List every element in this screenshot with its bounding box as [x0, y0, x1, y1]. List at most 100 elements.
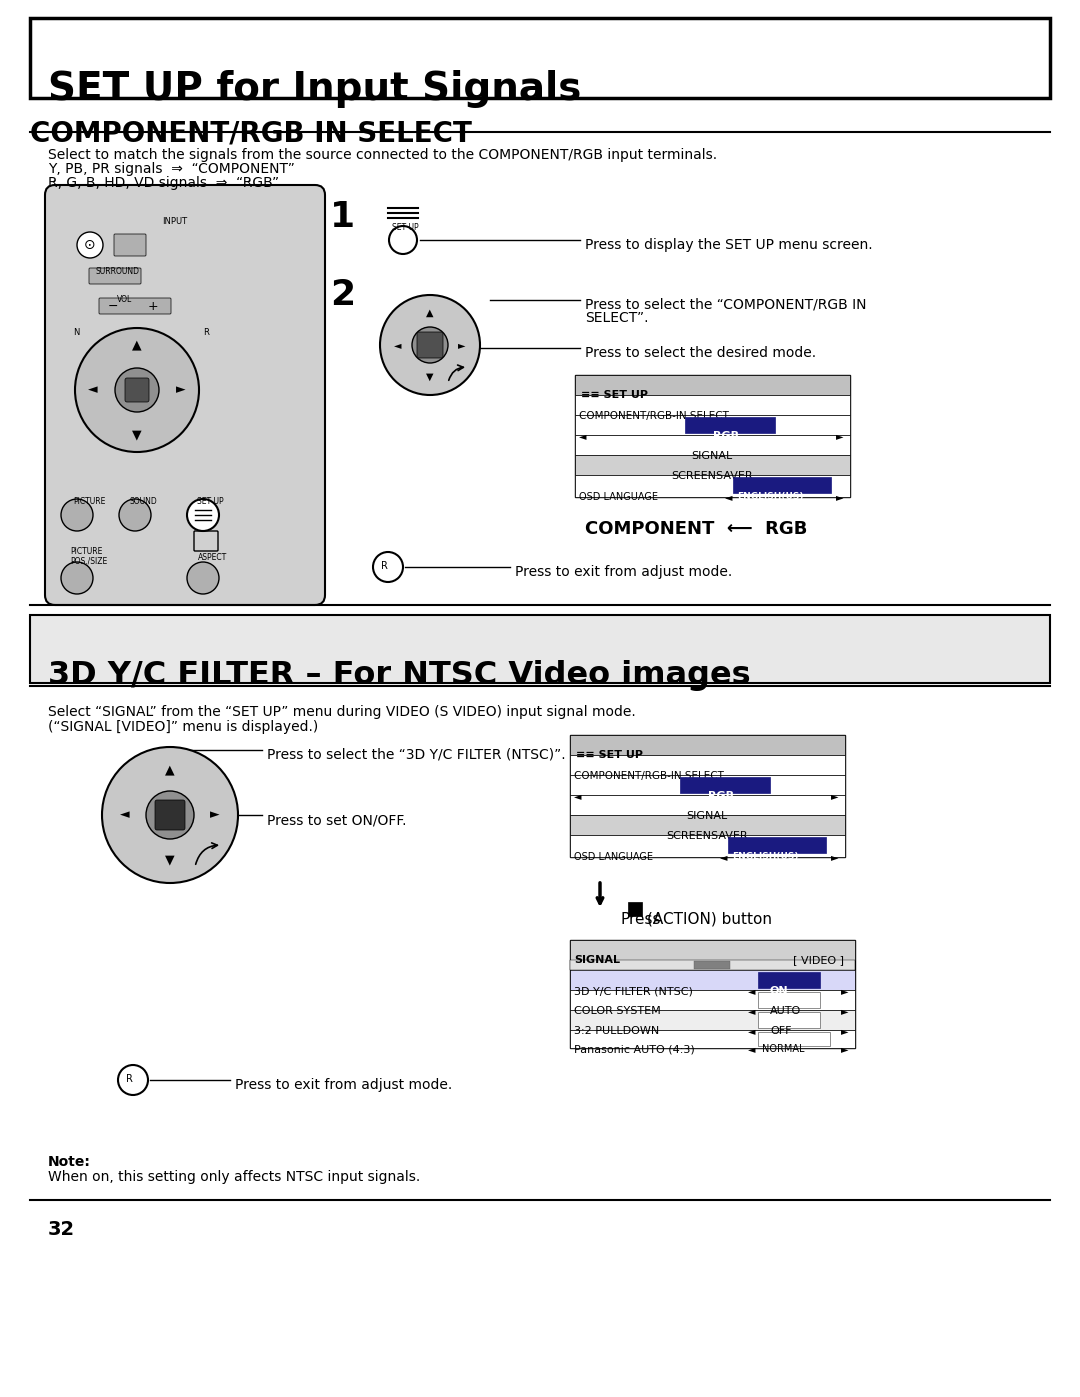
FancyBboxPatch shape [30, 18, 1050, 98]
Text: R, G, B, HD, VD signals  ⇒  “RGB”: R, G, B, HD, VD signals ⇒ “RGB” [48, 176, 279, 190]
Text: SIGNAL: SIGNAL [691, 451, 732, 461]
Text: Press to display the SET UP menu screen.: Press to display the SET UP menu screen. [585, 237, 873, 251]
Text: 32: 32 [48, 1220, 76, 1239]
Text: ►: ► [176, 384, 186, 397]
FancyBboxPatch shape [570, 960, 855, 970]
Text: SET UP: SET UP [197, 497, 224, 506]
Text: Select “SIGNAL” from the “SET UP” menu during VIDEO (S VIDEO) input signal mode.: Select “SIGNAL” from the “SET UP” menu d… [48, 705, 636, 719]
Text: R: R [203, 328, 208, 337]
Text: ►: ► [831, 791, 838, 800]
FancyBboxPatch shape [680, 777, 770, 793]
Text: ►: ► [836, 492, 843, 502]
FancyBboxPatch shape [570, 1030, 855, 1048]
Text: 3:2 PULLDOWN: 3:2 PULLDOWN [573, 1025, 659, 1037]
Text: Press to select the desired mode.: Press to select the desired mode. [585, 346, 816, 360]
Text: ►: ► [836, 432, 843, 441]
FancyBboxPatch shape [570, 970, 855, 990]
Text: Press to select the “COMPONENT/RGB IN: Press to select the “COMPONENT/RGB IN [585, 298, 866, 312]
Text: Y, PB, PR signals  ⇒  “COMPONENT”: Y, PB, PR signals ⇒ “COMPONENT” [48, 162, 295, 176]
Text: SET UP for Input Signals: SET UP for Input Signals [48, 70, 581, 108]
FancyBboxPatch shape [758, 992, 820, 1009]
Text: ▲: ▲ [165, 764, 175, 777]
Text: ►: ► [831, 852, 838, 862]
FancyBboxPatch shape [570, 775, 845, 795]
Text: Press to set ON/OFF.: Press to set ON/OFF. [267, 813, 406, 827]
Text: AUTO: AUTO [770, 1006, 801, 1016]
Text: ◄: ◄ [579, 432, 586, 441]
Text: PICTURE: PICTURE [73, 497, 106, 506]
FancyBboxPatch shape [45, 184, 325, 605]
FancyBboxPatch shape [570, 940, 855, 1048]
Circle shape [411, 327, 448, 363]
FancyBboxPatch shape [114, 235, 146, 256]
Text: ◄: ◄ [748, 986, 756, 996]
Text: Press to exit from adjust mode.: Press to exit from adjust mode. [235, 1078, 453, 1092]
Text: ENGLISH(US): ENGLISH(US) [732, 852, 798, 861]
Circle shape [373, 552, 403, 583]
Text: 1: 1 [330, 200, 355, 235]
Circle shape [60, 499, 93, 531]
Text: ◄: ◄ [120, 809, 130, 821]
Text: ►: ► [841, 1006, 849, 1016]
Circle shape [380, 295, 480, 395]
Text: COLOR SYSTEM: COLOR SYSTEM [573, 1006, 661, 1016]
Text: ENGLISH(US): ENGLISH(US) [737, 492, 804, 502]
FancyBboxPatch shape [575, 455, 850, 475]
Text: ▲: ▲ [427, 307, 434, 319]
Text: ≡≡ SET UP: ≡≡ SET UP [576, 750, 643, 760]
Circle shape [389, 226, 417, 254]
Text: INPUT: INPUT [162, 217, 188, 226]
FancyBboxPatch shape [570, 835, 845, 856]
Text: N: N [73, 328, 79, 337]
FancyBboxPatch shape [156, 800, 185, 830]
Text: Select to match the signals from the source connected to the COMPONENT/RGB input: Select to match the signals from the sou… [48, 148, 717, 162]
FancyBboxPatch shape [570, 754, 845, 775]
Text: ⊙: ⊙ [84, 237, 96, 251]
Text: ▼: ▼ [427, 372, 434, 381]
Text: RGB: RGB [713, 432, 739, 441]
Text: COMPONENT  ⟵  RGB: COMPONENT ⟵ RGB [585, 520, 808, 538]
Text: SURROUND: SURROUND [95, 267, 139, 277]
Text: SET UP: SET UP [392, 224, 419, 232]
FancyBboxPatch shape [99, 298, 171, 314]
Text: ▼: ▼ [132, 429, 141, 441]
Text: ▲: ▲ [132, 338, 141, 352]
Text: ◄: ◄ [748, 1025, 756, 1037]
Circle shape [187, 562, 219, 594]
Text: Press to select the “3D Y/C FILTER (NTSC)”.: Press to select the “3D Y/C FILTER (NTSC… [267, 747, 566, 761]
FancyBboxPatch shape [575, 374, 850, 497]
Text: ►: ► [841, 1025, 849, 1037]
Text: COMPONENT/RGB IN SELECT: COMPONENT/RGB IN SELECT [30, 120, 472, 148]
Circle shape [60, 562, 93, 594]
Text: ON: ON [770, 986, 788, 996]
Text: ▼: ▼ [165, 854, 175, 866]
FancyBboxPatch shape [570, 735, 845, 754]
Text: 3D Y/C FILTER (NTSC): 3D Y/C FILTER (NTSC) [573, 986, 693, 996]
Text: Note:: Note: [48, 1155, 91, 1169]
Text: VOL: VOL [118, 295, 133, 305]
Text: Press: Press [620, 912, 661, 928]
FancyBboxPatch shape [575, 395, 850, 415]
Text: 3D Y/C FILTER – For NTSC Video images: 3D Y/C FILTER – For NTSC Video images [48, 659, 751, 692]
Text: R: R [381, 562, 388, 571]
FancyBboxPatch shape [575, 374, 850, 395]
Circle shape [146, 791, 194, 840]
Text: RGB: RGB [708, 791, 734, 800]
FancyBboxPatch shape [125, 379, 149, 402]
Text: POS./SIZE: POS./SIZE [70, 557, 107, 566]
Text: SIGNAL: SIGNAL [687, 812, 728, 821]
Text: +: + [148, 299, 159, 313]
Text: [ VIDEO ]: [ VIDEO ] [793, 956, 843, 965]
Text: ►: ► [841, 986, 849, 996]
FancyBboxPatch shape [417, 332, 443, 358]
FancyBboxPatch shape [627, 902, 642, 916]
Text: OSD LANGUAGE: OSD LANGUAGE [579, 492, 658, 502]
Text: (“SIGNAL [VIDEO]” menu is displayed.): (“SIGNAL [VIDEO]” menu is displayed.) [48, 719, 319, 733]
Circle shape [118, 1065, 148, 1095]
Text: ◄: ◄ [89, 384, 98, 397]
Circle shape [119, 499, 151, 531]
Text: ◄: ◄ [725, 492, 732, 502]
Text: OFF: OFF [770, 1025, 792, 1037]
FancyBboxPatch shape [758, 972, 820, 988]
Text: SIGNAL: SIGNAL [573, 956, 620, 965]
